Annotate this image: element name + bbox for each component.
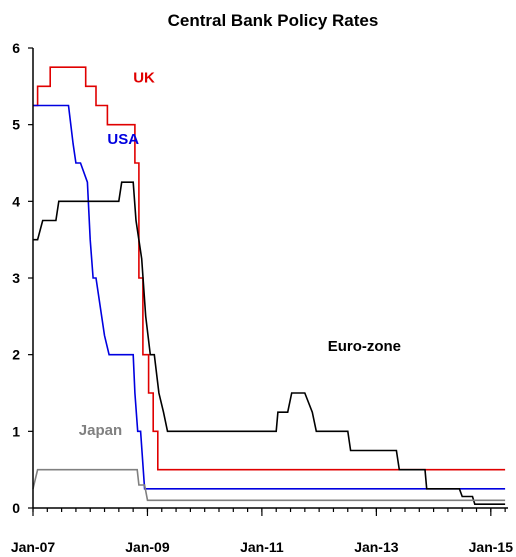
- x-ticks: Jan-07 Jan-09 Jan-11 Jan-13 Jan-15: [11, 508, 513, 555]
- x-tick-label: Jan-15: [469, 539, 514, 555]
- series-line-japan: [33, 470, 505, 501]
- y-tick-label: 5: [12, 117, 20, 133]
- x-tick-label: Jan-09: [125, 539, 170, 555]
- x-tick-label: Jan-13: [354, 539, 399, 555]
- x-tick-label: Jan-11: [240, 539, 284, 555]
- y-ticks: 0 1 2 3 4 5 6: [12, 40, 33, 516]
- y-tick-label: 0: [12, 500, 20, 516]
- series-line-euro-zone: [33, 182, 505, 504]
- x-tick-label: Jan-07: [11, 539, 56, 555]
- series-label-usa: USA: [107, 131, 139, 148]
- y-tick-label: 2: [12, 347, 20, 363]
- series-label-uk: UK: [133, 70, 155, 87]
- y-tick-label: 1: [12, 423, 20, 439]
- series-label-euro-zone: Euro-zone: [328, 338, 401, 355]
- y-tick-label: 3: [12, 270, 20, 286]
- series-label-japan: Japan: [79, 422, 122, 439]
- y-tick-label: 6: [12, 40, 20, 56]
- y-tick-label: 4: [12, 193, 20, 209]
- chart-title: Central Bank Policy Rates: [168, 11, 379, 30]
- series-line-uk: [33, 67, 505, 470]
